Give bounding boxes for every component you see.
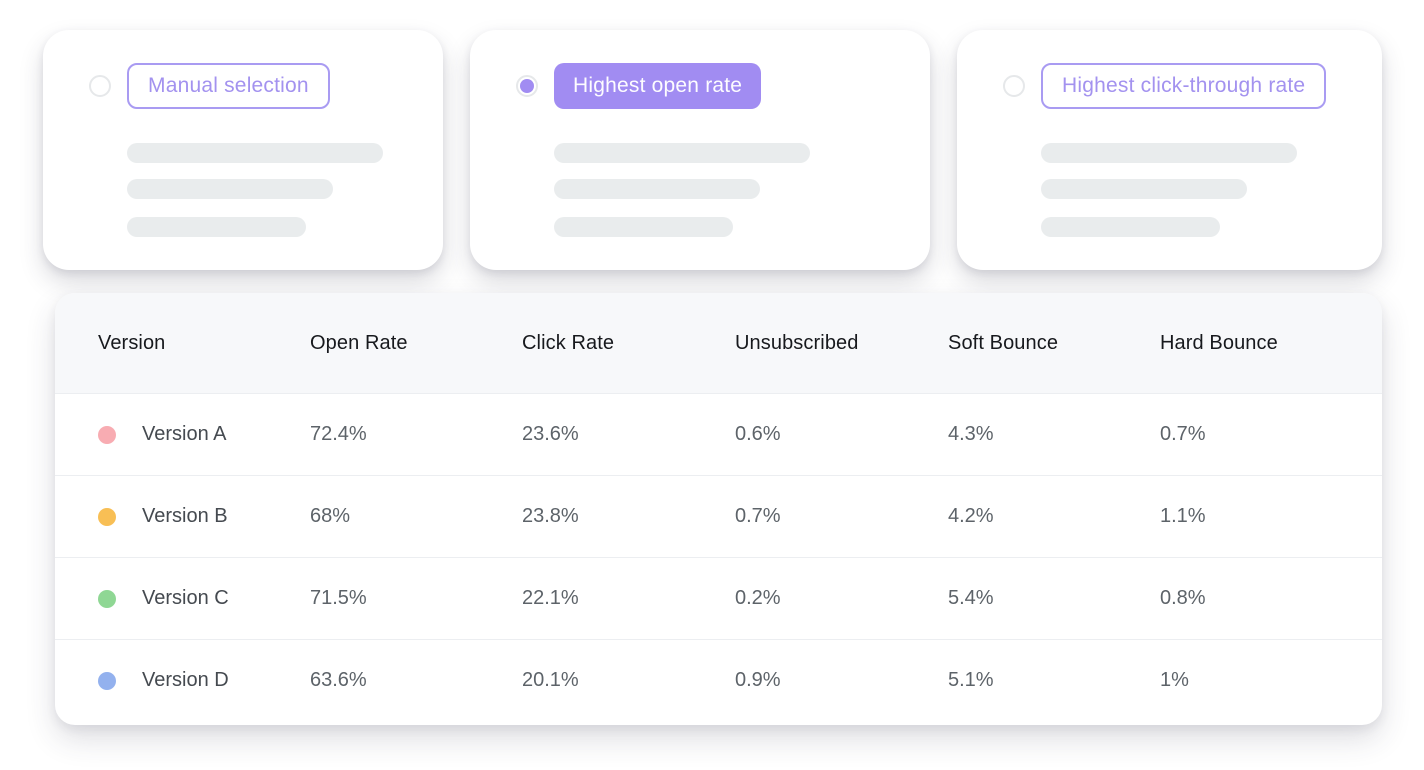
highest-click-through-rate-button[interactable]: Highest click-through rate bbox=[1041, 63, 1327, 109]
radio-highest-click-through-rate[interactable] bbox=[1003, 75, 1025, 97]
card-head: Highest click-through rate bbox=[1003, 63, 1382, 109]
unsubscribed-value: 0.2% bbox=[735, 587, 781, 609]
version-b-dot bbox=[98, 507, 116, 526]
card-head: Highest open rate bbox=[516, 63, 930, 109]
placeholder-lines bbox=[554, 143, 930, 237]
version-cell: Version C bbox=[98, 587, 310, 610]
placeholder-line bbox=[1041, 143, 1297, 163]
version-label: Version D bbox=[142, 669, 229, 691]
column-header-click-rate: Click Rate bbox=[522, 331, 615, 354]
column-header-version: Version bbox=[98, 331, 166, 354]
hard-bounce-value: 1% bbox=[1160, 669, 1189, 691]
placeholder-line bbox=[554, 217, 733, 237]
ab-results-table: Version Open Rate Click Rate Unsubscribe… bbox=[55, 293, 1382, 725]
placeholder-lines bbox=[127, 143, 443, 237]
version-label: Version A bbox=[142, 423, 227, 445]
winner-selection-cards: Manual selection Highest open rate bbox=[43, 30, 1382, 270]
soft-bounce-value: 5.4% bbox=[948, 587, 994, 609]
placeholder-line bbox=[1041, 217, 1220, 237]
version-label: Version B bbox=[142, 505, 228, 527]
table-row-version-d: Version D 63.6% 20.1% 0.9% 5.1% 1% bbox=[55, 639, 1382, 721]
hard-bounce-value: 1.1% bbox=[1160, 505, 1206, 527]
placeholder-lines bbox=[1041, 143, 1382, 237]
version-label: Version C bbox=[142, 587, 229, 609]
radio-highest-open-rate[interactable] bbox=[516, 75, 538, 97]
version-a-dot bbox=[98, 425, 116, 444]
hard-bounce-value: 0.7% bbox=[1160, 423, 1206, 445]
placeholder-line bbox=[127, 217, 306, 237]
winner-option-card-open-rate[interactable]: Highest open rate bbox=[470, 30, 930, 270]
click-rate-value: 20.1% bbox=[522, 669, 579, 691]
card-head: Manual selection bbox=[89, 63, 443, 109]
winner-option-card-manual[interactable]: Manual selection bbox=[43, 30, 443, 270]
winner-option-card-click-through[interactable]: Highest click-through rate bbox=[957, 30, 1382, 270]
version-cell: Version B bbox=[98, 505, 310, 528]
placeholder-line bbox=[127, 179, 333, 199]
version-cell: Version D bbox=[98, 669, 310, 692]
column-header-unsubscribed: Unsubscribed bbox=[735, 331, 859, 354]
manual-selection-button[interactable]: Manual selection bbox=[127, 63, 330, 109]
hard-bounce-value: 0.8% bbox=[1160, 587, 1206, 609]
table-row-version-c: Version C 71.5% 22.1% 0.2% 5.4% 0.8% bbox=[55, 557, 1382, 639]
open-rate-value: 71.5% bbox=[310, 587, 367, 609]
placeholder-line bbox=[554, 179, 760, 199]
placeholder-line bbox=[554, 143, 810, 163]
click-rate-value: 22.1% bbox=[522, 587, 579, 609]
placeholder-line bbox=[1041, 179, 1247, 199]
column-header-hard-bounce: Hard Bounce bbox=[1160, 331, 1278, 354]
column-header-soft-bounce: Soft Bounce bbox=[948, 331, 1059, 354]
table-header-row: Version Open Rate Click Rate Unsubscribe… bbox=[55, 293, 1382, 393]
unsubscribed-value: 0.7% bbox=[735, 505, 781, 527]
table-row-version-b: Version B 68% 23.8% 0.7% 4.2% 1.1% bbox=[55, 475, 1382, 557]
version-c-dot bbox=[98, 589, 116, 608]
soft-bounce-value: 4.2% bbox=[948, 505, 994, 527]
open-rate-value: 63.6% bbox=[310, 669, 367, 691]
highest-open-rate-button[interactable]: Highest open rate bbox=[554, 63, 762, 109]
soft-bounce-value: 5.1% bbox=[948, 669, 994, 691]
unsubscribed-value: 0.9% bbox=[735, 669, 781, 691]
column-header-open-rate: Open Rate bbox=[310, 331, 408, 354]
version-d-dot bbox=[98, 671, 116, 690]
unsubscribed-value: 0.6% bbox=[735, 423, 781, 445]
click-rate-value: 23.6% bbox=[522, 423, 579, 445]
version-cell: Version A bbox=[98, 423, 310, 446]
click-rate-value: 23.8% bbox=[522, 505, 579, 527]
open-rate-value: 72.4% bbox=[310, 423, 367, 445]
placeholder-line bbox=[127, 143, 383, 163]
soft-bounce-value: 4.3% bbox=[948, 423, 994, 445]
radio-manual-selection[interactable] bbox=[89, 75, 111, 97]
table-row-version-a: Version A 72.4% 23.6% 0.6% 4.3% 0.7% bbox=[55, 393, 1382, 475]
open-rate-value: 68% bbox=[310, 505, 351, 527]
